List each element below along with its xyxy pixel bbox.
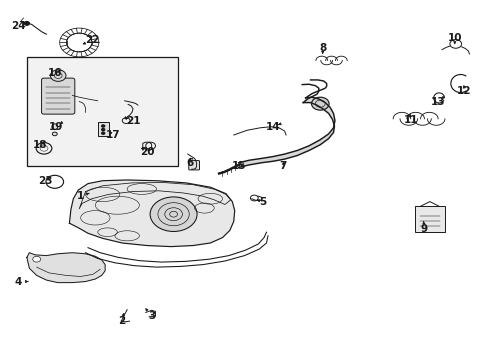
FancyBboxPatch shape (41, 78, 75, 114)
Bar (98, 122, 108, 136)
Text: 24: 24 (11, 21, 26, 31)
Text: 4: 4 (15, 276, 22, 287)
Ellipse shape (52, 132, 57, 136)
Text: 21: 21 (125, 116, 140, 126)
FancyBboxPatch shape (188, 161, 199, 170)
Circle shape (102, 125, 104, 127)
Ellipse shape (52, 124, 58, 130)
Bar (414, 206, 444, 232)
Text: 1: 1 (77, 191, 84, 201)
Text: 23: 23 (38, 176, 52, 186)
Text: 5: 5 (259, 197, 266, 207)
Text: 15: 15 (231, 161, 245, 171)
Text: 3: 3 (148, 311, 155, 321)
Text: 13: 13 (429, 96, 444, 107)
Circle shape (50, 70, 66, 81)
Text: 10: 10 (447, 33, 461, 43)
Circle shape (311, 97, 328, 110)
Text: 17: 17 (106, 130, 121, 140)
Circle shape (33, 256, 41, 262)
Circle shape (102, 129, 104, 131)
Text: 11: 11 (403, 114, 417, 125)
Polygon shape (69, 180, 234, 247)
Text: 19: 19 (49, 122, 63, 132)
Circle shape (24, 22, 29, 25)
Text: 2: 2 (118, 316, 124, 326)
Text: 7: 7 (278, 161, 286, 171)
Bar (27, 57, 177, 166)
Text: 18: 18 (33, 140, 47, 150)
Circle shape (150, 197, 197, 231)
Text: 12: 12 (456, 86, 471, 96)
Text: 6: 6 (186, 158, 193, 168)
Text: 14: 14 (265, 122, 280, 132)
Polygon shape (27, 253, 105, 283)
Text: 22: 22 (84, 35, 99, 45)
Text: 8: 8 (319, 42, 325, 53)
Polygon shape (238, 97, 334, 167)
Text: 9: 9 (420, 224, 427, 234)
Text: 20: 20 (140, 147, 155, 157)
Circle shape (102, 132, 104, 134)
Text: 16: 16 (47, 68, 62, 78)
